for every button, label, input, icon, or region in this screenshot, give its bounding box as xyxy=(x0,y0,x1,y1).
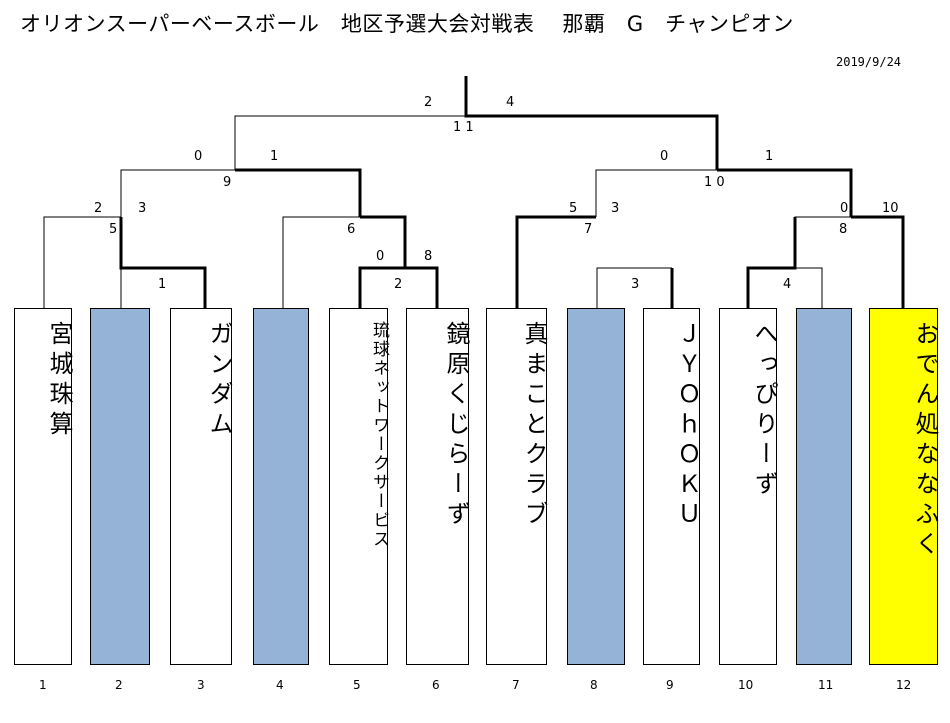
score-final-right: 4 xyxy=(506,95,515,110)
page-title: オリオンスーパーベースボール 地区予選大会対戦表 那覇 G チャンピオン xyxy=(20,8,794,38)
score-qf1-extra: 5 xyxy=(109,222,118,237)
score-final-left: 2 xyxy=(424,95,433,110)
slot-number-5: 5 xyxy=(353,678,361,692)
r1d-winner-line xyxy=(746,217,797,308)
score-qf4-right: 10 xyxy=(882,201,899,216)
team-slot-3: ガンダム xyxy=(170,308,233,665)
slot-number-4: 4 xyxy=(276,678,284,692)
score-semi-left-right: 1 xyxy=(270,149,279,164)
slot-number-10: 10 xyxy=(738,678,754,692)
score-semi-right-right: 1 xyxy=(765,149,774,164)
r1c-left-line xyxy=(596,267,672,308)
score-r1d-extra: 4 xyxy=(783,277,792,292)
qf2-left-line xyxy=(282,216,360,308)
team-name-6: 鏡原くじらーず xyxy=(442,321,470,531)
r1b-left-line xyxy=(358,266,405,308)
semi-right-winner-line xyxy=(717,168,853,217)
score-semi-right-left: 0 xyxy=(660,149,669,164)
slot-number-6: 6 xyxy=(432,678,440,692)
score-r1b-right: 8 xyxy=(424,249,433,264)
team-name-3: ガンダム xyxy=(205,321,233,441)
score-semi-left-extra: 9 xyxy=(223,175,232,190)
team-slot-10: へっぴりーず xyxy=(719,308,778,665)
score-r1b-left: 0 xyxy=(376,249,385,264)
qf2-winner-line xyxy=(360,215,407,268)
score-semi-right-extra: 1 0 xyxy=(704,175,725,190)
team-slot-6: 鏡原くじらーず xyxy=(406,308,470,665)
semi-right-left-line xyxy=(595,169,717,217)
slot-number-7: 7 xyxy=(512,678,520,692)
date-label: 2019/9/24 xyxy=(836,55,902,69)
team-name-10: へっぴりーず xyxy=(750,321,778,501)
score-final-extra: 1 1 xyxy=(453,120,474,135)
team-name-12: おでん処ななふく xyxy=(911,321,939,561)
team-name-1: 宮城珠算 xyxy=(45,321,73,441)
team-slot-9: ＪＹＯｈＯＫＵ xyxy=(643,308,701,665)
team-slot-11 xyxy=(796,308,852,665)
team-slot-1: 宮城珠算 xyxy=(14,308,73,665)
final-left-line xyxy=(234,115,466,170)
score-semi-left-left: 0 xyxy=(194,149,203,164)
qf3-winner-line xyxy=(515,215,596,308)
slot-number-8: 8 xyxy=(590,678,598,692)
score-r1c-extra: 3 xyxy=(631,277,640,292)
slot-number-9: 9 xyxy=(666,678,674,692)
score-qf4-left: 0 xyxy=(840,201,849,216)
team-name-5: 琉球ネットワークサービス xyxy=(369,321,389,549)
team-slot-4 xyxy=(253,308,309,665)
team-slot-7: 真まことクラブ xyxy=(486,308,548,665)
r1a-winner-line xyxy=(171,266,207,308)
score-qf1-left: 2 xyxy=(94,201,103,216)
score-qf3-right: 3 xyxy=(611,201,620,216)
slot-number-1: 1 xyxy=(39,678,47,692)
team-slot-2 xyxy=(90,308,150,665)
r1b-winner-line xyxy=(405,266,439,308)
champion-heading: 那覇 G チャンピオン xyxy=(562,12,794,36)
slot-number-12: 12 xyxy=(896,678,912,692)
slot-number-11: 11 xyxy=(818,678,834,692)
score-qf3-extra: 7 xyxy=(584,222,593,237)
team-name-9: ＪＹＯｈＯＫＵ xyxy=(673,321,701,531)
qf4-winner-line xyxy=(851,215,905,308)
score-qf1-right: 3 xyxy=(138,201,147,216)
team-slot-5: 琉球ネットワークサービス xyxy=(329,308,389,665)
semi-left-winner-line xyxy=(235,168,362,217)
score-qf3-left: 5 xyxy=(569,201,578,216)
team-name-7: 真まことクラブ xyxy=(520,321,548,531)
score-qf2-extra: 6 xyxy=(347,222,356,237)
slot-number-2: 2 xyxy=(115,678,123,692)
title-text: オリオンスーパーベースボール 地区予選大会対戦表 xyxy=(20,12,535,36)
final-winner-line xyxy=(464,76,719,170)
semi-left-left-line xyxy=(120,169,235,217)
team-slot-8 xyxy=(567,308,625,665)
r1d-right-line xyxy=(795,267,823,308)
qf1-left-line xyxy=(43,216,121,308)
team-slot-12: おでん処ななふく xyxy=(869,308,939,665)
score-qf4-extra: 8 xyxy=(839,222,848,237)
qf1-winner-line xyxy=(119,217,171,270)
score-r1a-extra: 1 xyxy=(158,277,167,292)
slot-number-3: 3 xyxy=(197,678,205,692)
score-r1b-extra: 2 xyxy=(394,277,403,292)
